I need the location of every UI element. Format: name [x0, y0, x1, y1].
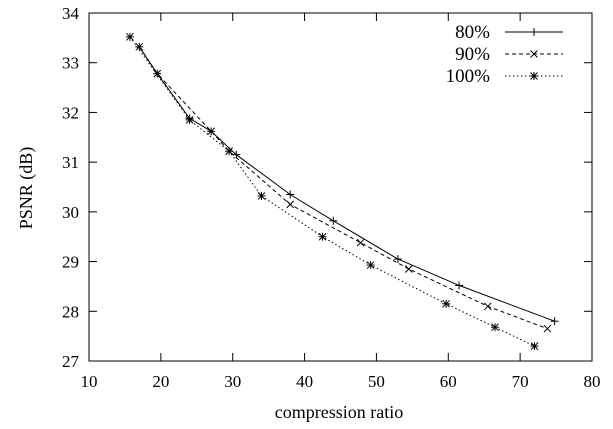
y-tick-label: 32 — [62, 103, 79, 122]
y-tick-label: 34 — [62, 4, 80, 23]
y-tick-label: 28 — [62, 302, 79, 321]
legend-label: 90% — [455, 44, 490, 65]
legend-marker — [530, 50, 538, 58]
y-tick-label: 31 — [62, 153, 79, 172]
series-3 — [125, 32, 539, 351]
data-point — [135, 42, 144, 51]
y-axis-title: PSNR (dB) — [16, 147, 37, 230]
legend: 80%90%100% — [446, 22, 563, 87]
legend-label: 80% — [455, 22, 490, 43]
data-point — [207, 127, 216, 136]
y-tick-label: 30 — [62, 203, 79, 222]
data-point — [366, 261, 375, 270]
data-point — [318, 232, 327, 241]
plot-frame — [88, 12, 593, 362]
series-line — [138, 46, 555, 322]
data-point — [286, 190, 295, 199]
data-point — [455, 281, 464, 290]
data-point — [490, 323, 499, 332]
legend-marker — [530, 72, 538, 80]
series-line — [138, 46, 548, 330]
data-point — [550, 317, 559, 326]
data-point — [356, 238, 365, 247]
x-tick-label: 80 — [584, 372, 601, 391]
y-tick-label: 33 — [62, 54, 79, 73]
y-tick-label: 29 — [62, 253, 79, 272]
legend-marker — [530, 28, 538, 36]
data-point — [329, 216, 338, 225]
x-tick-label: 50 — [368, 372, 385, 391]
x-axis-title: compression ratio — [275, 402, 403, 422]
data-point — [404, 265, 413, 273]
series-layer — [125, 32, 559, 351]
data-point — [257, 191, 266, 200]
data-point — [393, 255, 402, 264]
data-point — [543, 324, 552, 333]
data-point — [153, 69, 162, 78]
legend-label: 100% — [446, 66, 491, 87]
series-1 — [135, 42, 559, 326]
x-tick-label: 30 — [224, 372, 241, 391]
data-point — [125, 32, 134, 41]
data-point — [530, 342, 539, 351]
data-point — [185, 115, 194, 124]
x-tick-label: 40 — [296, 372, 313, 391]
x-tick-label: 20 — [152, 372, 169, 391]
x-tick-label: 60 — [440, 372, 457, 391]
x-tick-label: 10 — [81, 372, 98, 391]
data-point — [225, 147, 234, 156]
data-point — [483, 302, 492, 311]
data-point — [286, 200, 295, 209]
x-tick-label: 70 — [512, 372, 529, 391]
y-tick-label: 27 — [62, 352, 80, 371]
axes: 10 20 30 40 50 60 70 80 27 28 29 30 31 32 33 34 — [62, 4, 601, 391]
data-point — [442, 299, 451, 308]
